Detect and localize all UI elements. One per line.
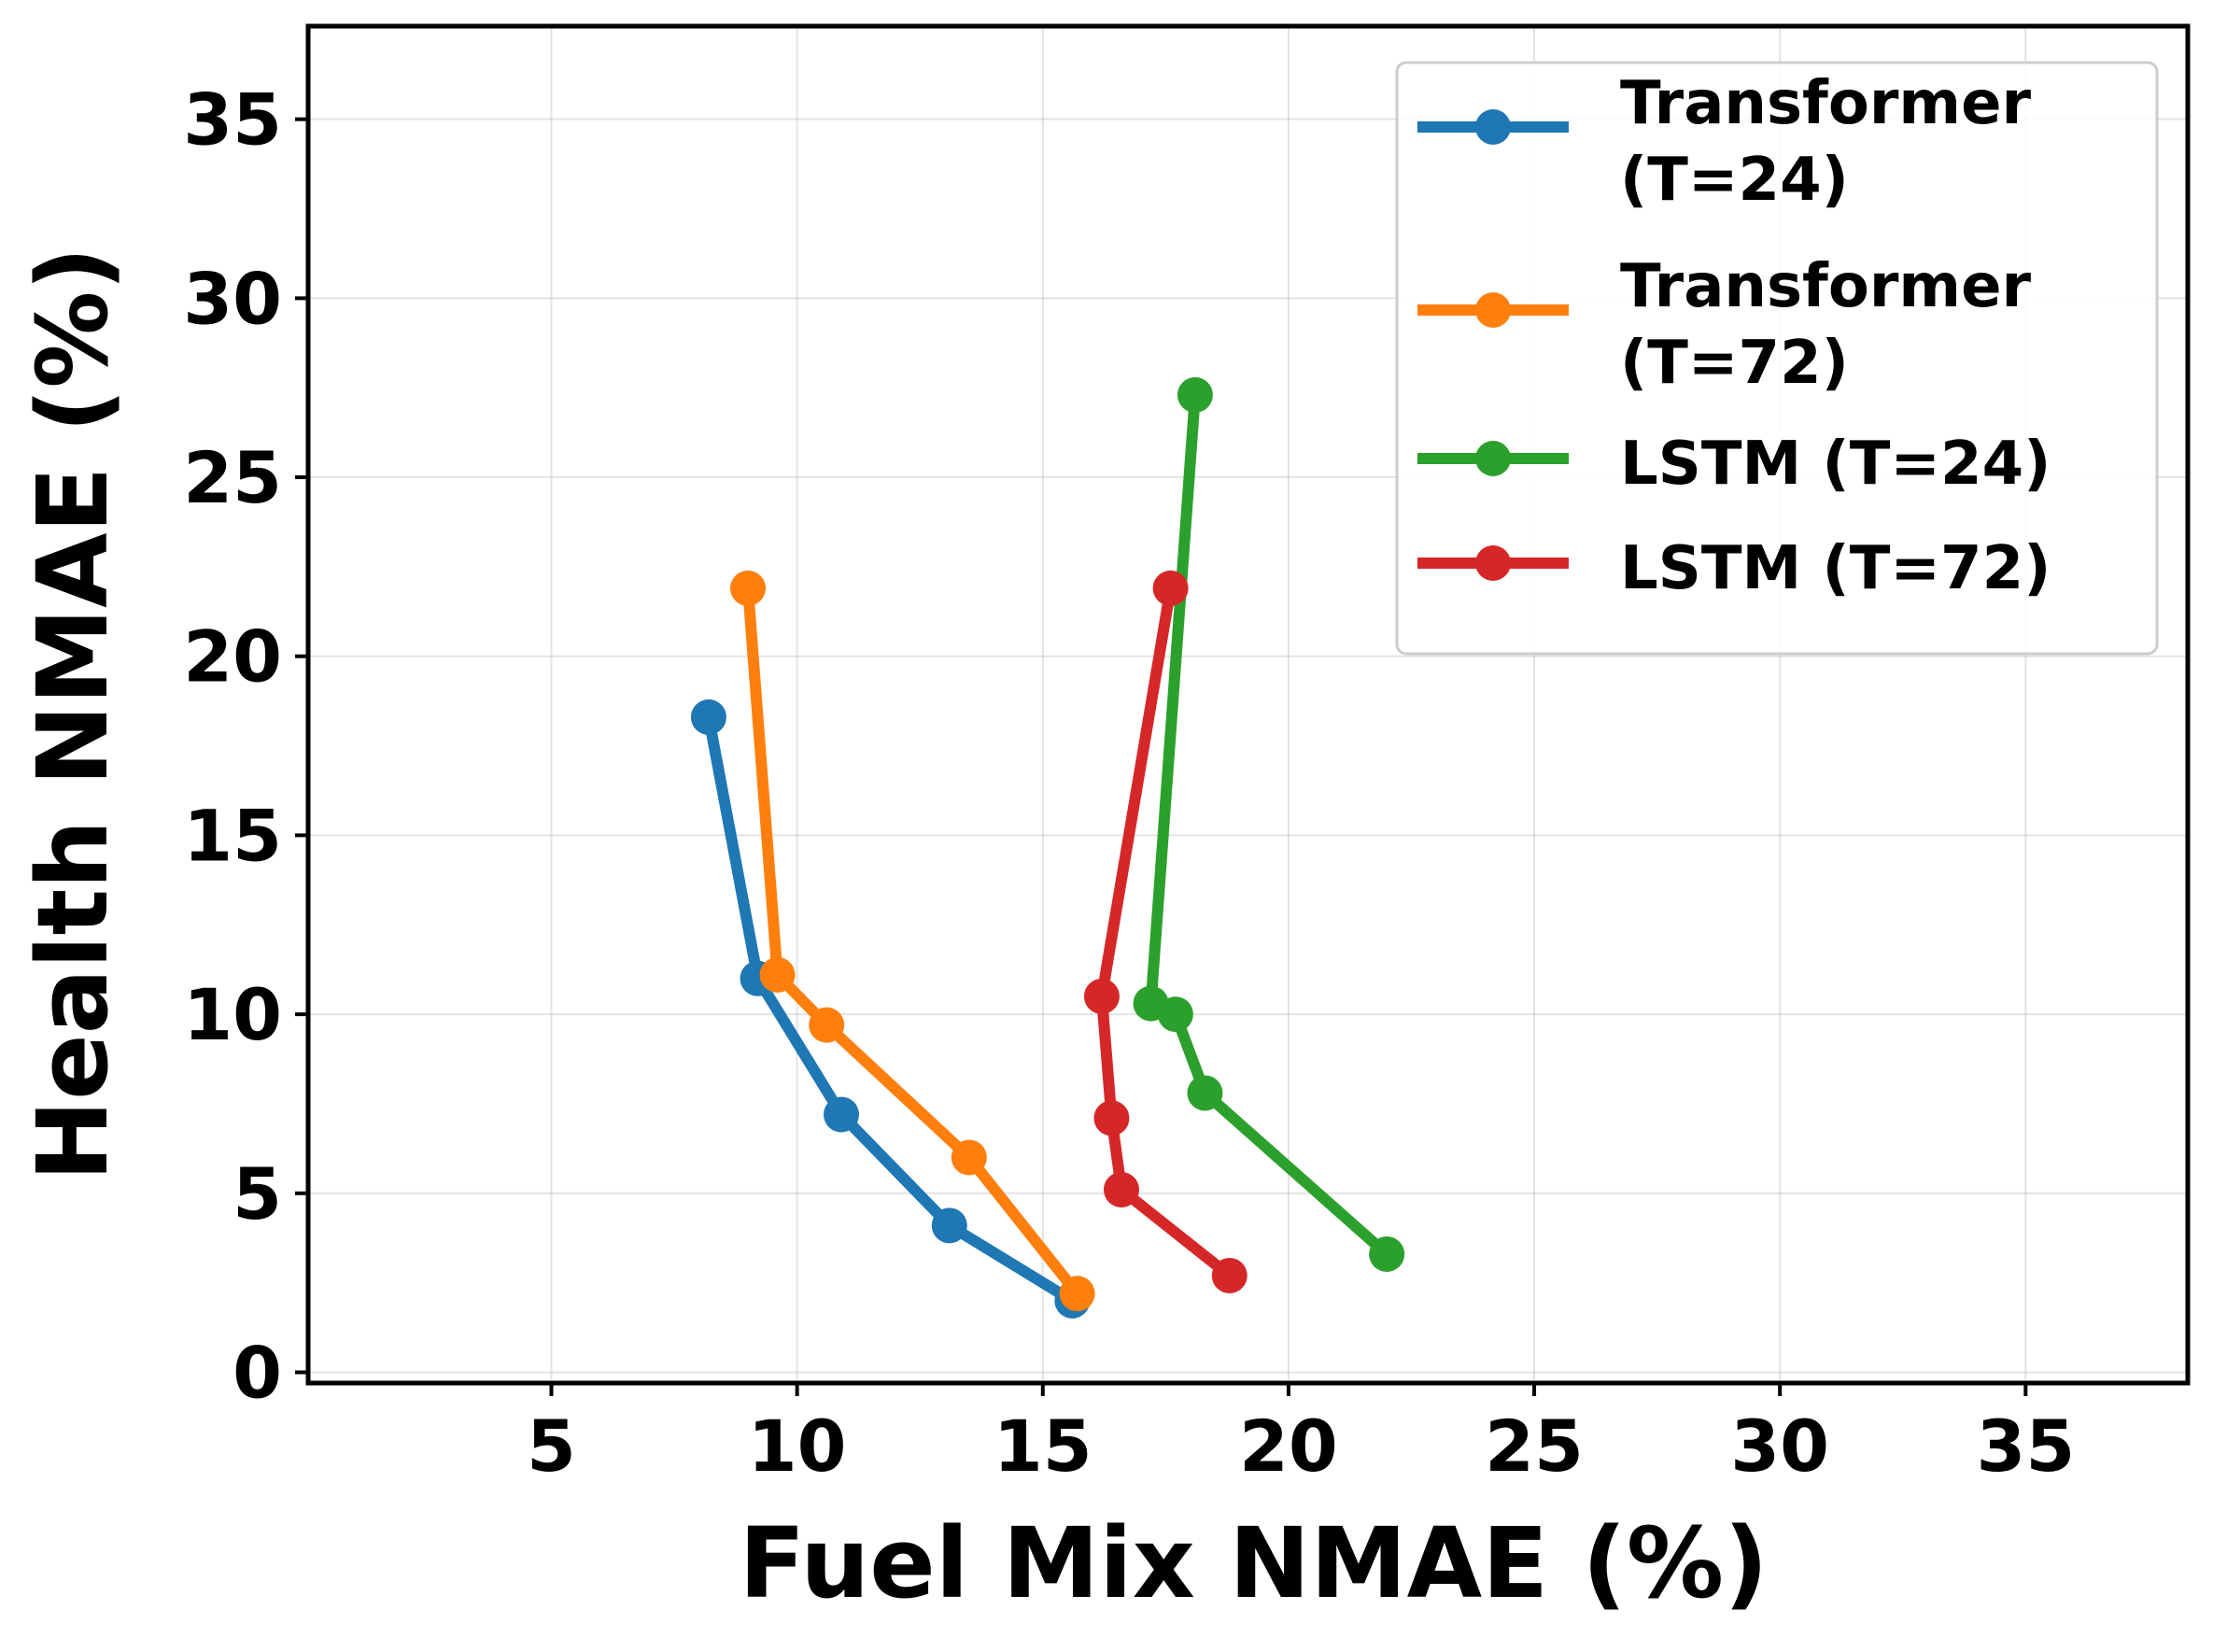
y-tick-label: 20 xyxy=(183,615,282,699)
x-tick-label: 10 xyxy=(748,1405,847,1488)
y-tick-label: 35 xyxy=(183,78,282,162)
legend-label: Transformer xyxy=(1620,252,2032,321)
data-point xyxy=(1187,1075,1223,1111)
x-tick-label: 15 xyxy=(994,1405,1092,1488)
grid-lines xyxy=(308,26,2188,1383)
x-tick-label: 35 xyxy=(1976,1405,2075,1488)
data-point xyxy=(824,1096,860,1133)
data-point xyxy=(1177,376,1213,413)
legend-marker xyxy=(1475,109,1511,145)
y-tick-label: 25 xyxy=(183,436,282,519)
legend-marker xyxy=(1475,545,1511,581)
data-point xyxy=(951,1139,987,1176)
series-lstm-t-72 xyxy=(1083,570,1247,1293)
data-point xyxy=(931,1207,967,1244)
legend-box xyxy=(1395,61,2159,656)
legend-label: LSTM (T=24) xyxy=(1620,430,2051,499)
series-lstm-t-24 xyxy=(1133,376,1405,1272)
data-point xyxy=(1093,1100,1130,1137)
x-tick-label: 5 xyxy=(527,1405,576,1488)
legend-label: (T=72) xyxy=(1620,329,1849,398)
plot-series xyxy=(690,376,1405,1319)
legend-entry: Transformer (T=72) xyxy=(1417,252,2032,398)
data-point xyxy=(1083,978,1120,1014)
x-tick-label: 25 xyxy=(1485,1405,1584,1488)
legend-marker xyxy=(1475,292,1511,328)
y-tick-label: 0 xyxy=(233,1331,282,1414)
data-point xyxy=(1211,1257,1247,1293)
x-tick-label: 30 xyxy=(1730,1405,1829,1488)
legend-label: Transformer xyxy=(1620,69,2032,138)
plot-frame xyxy=(305,23,2191,1386)
y-tick-label: 30 xyxy=(183,257,282,340)
y-axis-label: Health NMAE (%) xyxy=(16,247,130,1181)
legend-entry: LSTM (T=72) xyxy=(1417,534,2051,603)
y-tick-label: 10 xyxy=(183,973,282,1056)
legend-marker xyxy=(1475,441,1511,476)
data-point xyxy=(730,570,767,606)
data-point xyxy=(1152,570,1189,606)
legend-label: (T=24) xyxy=(1620,146,1849,215)
legend-label: LSTM (T=72) xyxy=(1620,534,2051,603)
x-axis-label: Fuel Mix NMAE (%) xyxy=(739,1506,1768,1620)
axes: 5 10 15 20 25 30 35 0 5 10 15 20 25 30 35 xyxy=(183,78,2075,1488)
legend-entry: LSTM (T=24) xyxy=(1417,430,2051,499)
y-tick-label: 5 xyxy=(233,1152,282,1235)
data-point xyxy=(759,956,796,993)
data-point xyxy=(1157,996,1193,1033)
data-point xyxy=(809,1007,845,1043)
legend: Transformer (T=24) Transformer (T=72) LSTM (… xyxy=(1395,61,2159,656)
data-point xyxy=(1103,1171,1139,1207)
data-point xyxy=(1369,1235,1405,1272)
data-point xyxy=(690,699,726,735)
data-point xyxy=(1059,1276,1095,1312)
x-tick-label: 20 xyxy=(1239,1405,1338,1488)
y-tick-label: 15 xyxy=(183,794,282,877)
legend-entry: Transformer (T=24) xyxy=(1417,69,2032,215)
series-transformer-t-72 xyxy=(730,570,1095,1312)
